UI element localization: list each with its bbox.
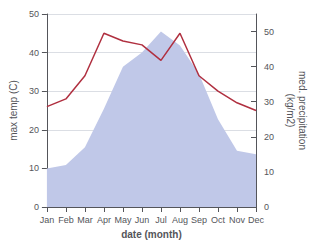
- svg-text:0: 0: [264, 202, 269, 212]
- svg-text:Jan: Jan: [40, 215, 55, 225]
- svg-text:Nov: Nov: [229, 215, 246, 225]
- svg-text:30: 30: [29, 86, 39, 96]
- svg-text:Jun: Jun: [135, 215, 150, 225]
- svg-text:50: 50: [29, 9, 39, 19]
- svg-text:date (month): date (month): [121, 229, 182, 240]
- svg-text:Aug: Aug: [172, 215, 188, 225]
- svg-text:Dec: Dec: [248, 215, 265, 225]
- svg-text:(kg/m2): (kg/m2): [285, 94, 296, 128]
- svg-text:May: May: [114, 215, 132, 225]
- svg-text:20: 20: [29, 125, 39, 135]
- svg-text:10: 10: [29, 163, 39, 173]
- svg-text:max temp (C): max temp (C): [8, 80, 19, 141]
- svg-text:med. precipitation: med. precipitation: [297, 71, 308, 150]
- svg-text:30: 30: [264, 97, 274, 107]
- svg-text:Oct: Oct: [211, 215, 226, 225]
- svg-text:0: 0: [34, 202, 39, 212]
- svg-text:Jul: Jul: [155, 215, 167, 225]
- svg-text:20: 20: [264, 132, 274, 142]
- svg-text:50: 50: [264, 27, 274, 37]
- svg-text:Mar: Mar: [77, 215, 93, 225]
- svg-text:Apr: Apr: [97, 215, 111, 225]
- svg-text:40: 40: [29, 48, 39, 58]
- svg-text:40: 40: [264, 62, 274, 72]
- svg-text:Feb: Feb: [58, 215, 74, 225]
- svg-text:Sep: Sep: [191, 215, 207, 225]
- svg-text:10: 10: [264, 167, 274, 177]
